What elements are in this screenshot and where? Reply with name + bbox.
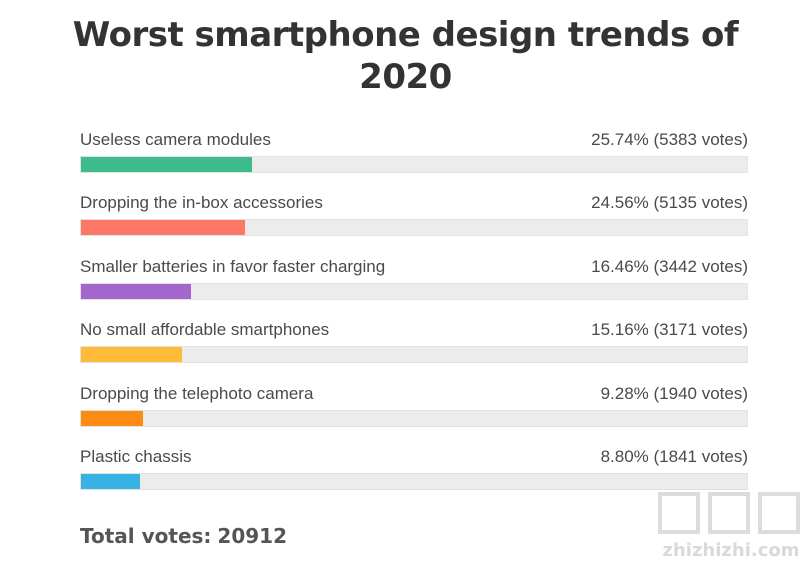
value-label: 8.80% (1841 votes): [600, 446, 748, 466]
poll-row: No small affordable smartphones 15.16% (3…: [80, 316, 748, 379]
poll-row: Useless camera modules 25.74% (5383 votes…: [80, 126, 748, 189]
poll-row: Smaller batteries in favor faster chargi…: [80, 253, 748, 316]
value-label: 25.74% (5383 votes): [591, 130, 748, 149]
poll-row: Dropping the in-box accessories 24.56% (5…: [80, 189, 748, 252]
bar: [81, 410, 143, 426]
total-votes-label: Total votes:: [80, 524, 212, 548]
bar-track: [80, 346, 748, 364]
bar-track: [80, 472, 748, 490]
poll-row: Plastic chassis 8.80% (1841 votes): [80, 443, 748, 506]
watermark-logo-icon: [658, 490, 804, 538]
category-label: No small affordable smartphones: [80, 320, 330, 340]
value-label: 15.16% (3171 votes): [591, 320, 748, 340]
bar-track: [80, 282, 748, 300]
poll-row-header: Useless camera modules 25.74% (5383 votes…: [80, 126, 748, 154]
total-votes-value: 20912: [217, 524, 287, 548]
category-label: Plastic chassis: [80, 446, 192, 466]
category-label: Smaller batteries in favor faster chargi…: [80, 256, 386, 276]
category-label: Dropping the in-box accessories: [80, 193, 323, 213]
bar: [81, 283, 191, 299]
poll-row-header: Smaller batteries in favor faster chargi…: [80, 253, 748, 281]
site-watermark: zhizhizhi.com: [656, 490, 806, 566]
category-label: Useless camera modules: [80, 130, 271, 149]
value-label: 24.56% (5135 votes): [591, 193, 748, 213]
bar-track: [80, 219, 748, 237]
poll-row: Dropping the telephoto camera 9.28% (1940…: [80, 380, 748, 443]
bar: [81, 157, 253, 172]
bar-track: [80, 409, 748, 427]
poll-row-header: Dropping the telephoto camera 9.28% (1940…: [80, 380, 748, 408]
category-label: Dropping the telephoto camera: [80, 383, 314, 403]
chart-title: Worst smartphone design trends of 2020: [72, 15, 739, 97]
poll-row-header: Plastic chassis 8.80% (1841 votes): [80, 443, 748, 471]
total-votes: Total votes: 20912: [80, 521, 287, 551]
bar-track: [80, 156, 748, 173]
bar: [81, 220, 245, 236]
bar: [81, 347, 182, 363]
value-label: 16.46% (3442 votes): [591, 256, 748, 276]
watermark-text: zhizhizhi.com: [662, 540, 800, 561]
poll-row-header: Dropping the in-box accessories 24.56% (5…: [80, 189, 748, 217]
poll-results: Useless camera modules 25.74% (5383 votes…: [80, 126, 748, 506]
bar: [81, 473, 140, 489]
poll-row-header: No small affordable smartphones 15.16% (3…: [80, 316, 748, 344]
value-label: 9.28% (1940 votes): [600, 383, 748, 403]
